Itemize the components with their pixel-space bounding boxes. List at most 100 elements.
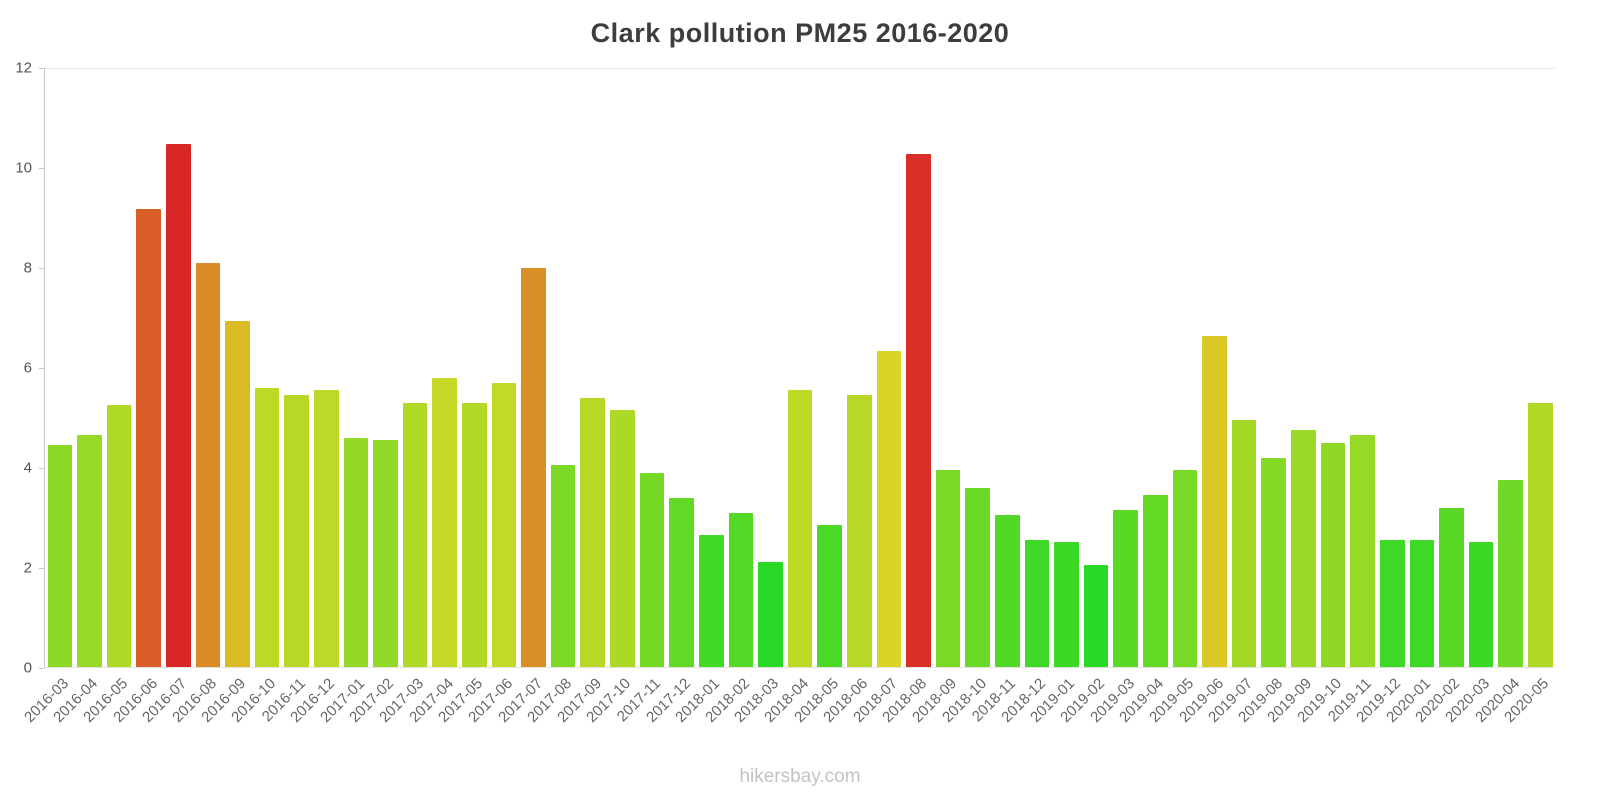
bar-column: 2018-10	[939, 69, 990, 726]
bar	[1291, 430, 1316, 667]
bar-column: 2016-05	[80, 69, 132, 726]
bar-column: 2016-09	[199, 69, 250, 726]
bar-column: 2016-11	[259, 69, 309, 725]
bar	[758, 562, 783, 667]
bar	[728, 512, 754, 667]
bar	[136, 208, 161, 667]
bar	[610, 410, 635, 667]
bar-column: 2018-03	[732, 69, 783, 726]
bar	[284, 395, 309, 667]
bar	[698, 534, 724, 667]
bar	[491, 382, 517, 667]
watermark: hikersbay.com	[739, 766, 861, 787]
bar	[1527, 402, 1553, 667]
bar	[1054, 542, 1079, 667]
bar-column: 2016-07	[139, 69, 191, 726]
bar-column: 2020-05	[1501, 69, 1553, 726]
y-tick-label: 8	[23, 259, 32, 277]
bar	[1439, 507, 1464, 667]
bar-column: 2020-03	[1442, 69, 1494, 726]
bar	[1468, 542, 1494, 667]
bar	[817, 524, 842, 667]
bar-column: 2017-05	[435, 69, 487, 726]
bar	[906, 153, 931, 667]
bar-column: 2017-08	[524, 69, 576, 726]
bar	[787, 390, 813, 667]
y-tick-mark	[39, 368, 44, 369]
y-tick-label: 6	[23, 359, 32, 377]
bar	[1409, 539, 1435, 667]
y-tick-mark	[39, 168, 44, 169]
bar-column: 2019-01	[1028, 69, 1079, 726]
bar	[1320, 442, 1346, 667]
bar	[225, 320, 250, 667]
y-tick-mark	[39, 68, 44, 69]
bar	[462, 402, 487, 667]
bar-column: 2019-05	[1146, 69, 1198, 726]
bar	[343, 437, 369, 667]
bars: 2016-03 2016-04 2016-05 2016-06 2016-07 2016-…	[21, 69, 1555, 726]
bar-column: 2019-07	[1205, 69, 1257, 726]
bar	[1172, 470, 1198, 667]
bar	[995, 515, 1020, 667]
bar	[1379, 539, 1405, 667]
bar-column: 2019-12	[1353, 69, 1405, 726]
bar-column: 2018-05	[791, 69, 842, 726]
bar	[195, 263, 221, 667]
bar-column: 2016-08	[169, 69, 221, 726]
bar	[373, 440, 398, 667]
bar-column: 2019-06	[1176, 69, 1227, 726]
bar	[1261, 457, 1287, 667]
chart-title: Clark pollution PM25 2016-2020	[590, 18, 1010, 48]
bar-column: 2019-04	[1116, 69, 1168, 726]
bar-column: 2017-07	[495, 69, 546, 726]
y-tick-mark	[39, 668, 44, 669]
bar-column: 2020-02	[1413, 69, 1464, 726]
bar-column: 2018-09	[909, 69, 961, 726]
bar-column: 2017-06	[465, 69, 517, 726]
bar	[935, 470, 961, 667]
bar	[876, 350, 902, 667]
bar-column: 2017-02	[347, 69, 398, 726]
bar-column: 2017-11	[614, 69, 665, 725]
bar-column: 2016-10	[228, 69, 280, 726]
y-axis: 0 2 4 6 8 10 12	[0, 60, 44, 677]
bar	[521, 268, 546, 667]
bar-column: 2019-08	[1235, 69, 1287, 726]
bar	[402, 402, 428, 667]
bar-column: 2016-06	[110, 69, 161, 726]
plot-area: 2016-03 2016-04 2016-05 2016-06 2016-07 2016-…	[21, 68, 1555, 726]
bar-column: 2018-04	[761, 69, 813, 726]
bar-column: 2017-01	[317, 69, 369, 726]
bar	[313, 390, 339, 667]
bar	[254, 387, 280, 667]
y-tick-mark	[39, 268, 44, 269]
bar-column: 2017-10	[583, 69, 635, 726]
bar	[669, 497, 694, 667]
y-tick-label: 2	[23, 559, 32, 577]
y-tick-label: 4	[23, 459, 32, 477]
bar	[77, 435, 102, 667]
y-tick-label: 10	[15, 159, 32, 177]
bar-column: 2019-02	[1057, 69, 1109, 726]
bar	[1143, 495, 1168, 667]
bar-column: 2016-03	[21, 69, 73, 726]
bar	[1083, 564, 1109, 667]
bar-column: 2018-02	[702, 69, 754, 726]
bar	[1202, 335, 1227, 667]
bar-column: 2019-11	[1324, 69, 1375, 725]
bar-column: 2017-09	[554, 69, 606, 726]
bar	[1231, 420, 1257, 667]
bar	[1024, 539, 1050, 667]
bar	[106, 405, 132, 667]
bar	[639, 472, 665, 667]
bar	[47, 445, 73, 667]
bar-column: 2016-12	[287, 69, 339, 726]
y-tick-label: 12	[15, 59, 32, 77]
bar-column: 2020-01	[1383, 69, 1435, 726]
bar	[1498, 480, 1523, 667]
bar-column: 2017-03	[376, 69, 428, 726]
bar	[1350, 435, 1375, 667]
bar-column: 2016-04	[50, 69, 102, 726]
bar	[846, 395, 872, 667]
